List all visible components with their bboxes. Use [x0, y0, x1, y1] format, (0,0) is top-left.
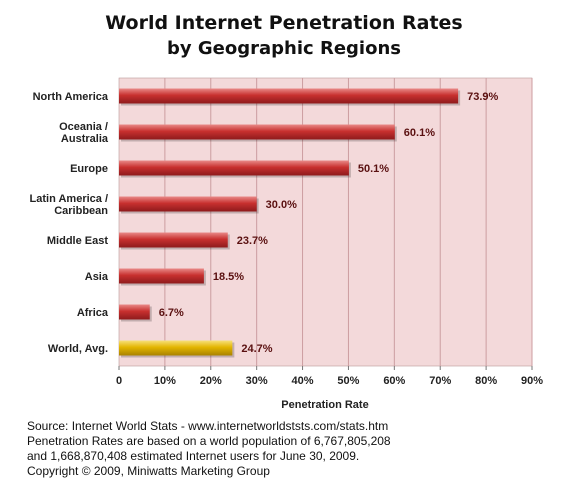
category-label: Oceania / Australia	[59, 121, 109, 145]
data-label: 30.0%	[266, 199, 297, 211]
x-tick-label: 30%	[246, 375, 268, 387]
bar	[119, 124, 395, 140]
bar	[119, 268, 204, 284]
source-line: and 1,668,870,408 estimated Internet use…	[27, 449, 360, 463]
data-label: 24.7%	[241, 343, 272, 355]
category-label: Asia	[85, 271, 109, 283]
bar	[119, 196, 257, 212]
category-label: Africa	[77, 307, 109, 319]
data-label: 6.7%	[159, 307, 184, 319]
x-axis-label: Penetration Rate	[281, 399, 368, 411]
x-tick-label: 50%	[337, 375, 359, 387]
chart-subtitle: by Geographic Regions	[167, 38, 401, 59]
copyright-line: Copyright © 2009, Miniwatts Marketing Gr…	[27, 464, 270, 478]
data-label: 23.7%	[237, 235, 268, 247]
category-label: World, Avg.	[48, 343, 108, 355]
bar	[119, 304, 150, 320]
data-label: 60.1%	[404, 127, 435, 139]
x-tick-label: 20%	[200, 375, 222, 387]
category-labels: North America Oceania / Australia Europe Lat…	[30, 91, 109, 355]
category-label: Latin America / Caribbean	[30, 193, 109, 217]
source-line: Penetration Rates are based on a world p…	[27, 434, 391, 448]
bar	[119, 160, 349, 176]
x-tick-label: 70%	[429, 375, 451, 387]
x-tick-label: 10%	[154, 375, 176, 387]
bar	[119, 88, 459, 104]
chart-title: World Internet Penetration Rates	[105, 12, 463, 34]
source-line: Source: Internet World Stats - www.inter…	[27, 419, 389, 433]
bar	[119, 232, 228, 248]
x-tick-label: 60%	[383, 375, 405, 387]
data-label: 50.1%	[358, 163, 389, 175]
x-tick-label: 0	[116, 375, 122, 387]
plot-area	[118, 77, 533, 367]
x-tick-label: 80%	[475, 375, 497, 387]
x-tick-label: 40%	[292, 375, 314, 387]
x-tick-label: 90%	[521, 375, 543, 387]
category-label: Europe	[70, 163, 108, 175]
data-label: 73.9%	[467, 91, 498, 103]
bars: 73.9% 60.1% 50.1% 30.0% 23.7% 18.5% 6.7% 24.7%	[119, 88, 499, 358]
bar-world-average	[119, 340, 233, 356]
category-label: North America	[33, 91, 109, 103]
x-axis: 0 10% 20% 30% 40% 50% 60% 70% 80% 90%	[116, 366, 543, 387]
category-label: Middle East	[47, 235, 108, 247]
data-label: 18.5%	[213, 271, 244, 283]
source-note: Source: Internet World Stats - www.inter…	[27, 419, 391, 479]
